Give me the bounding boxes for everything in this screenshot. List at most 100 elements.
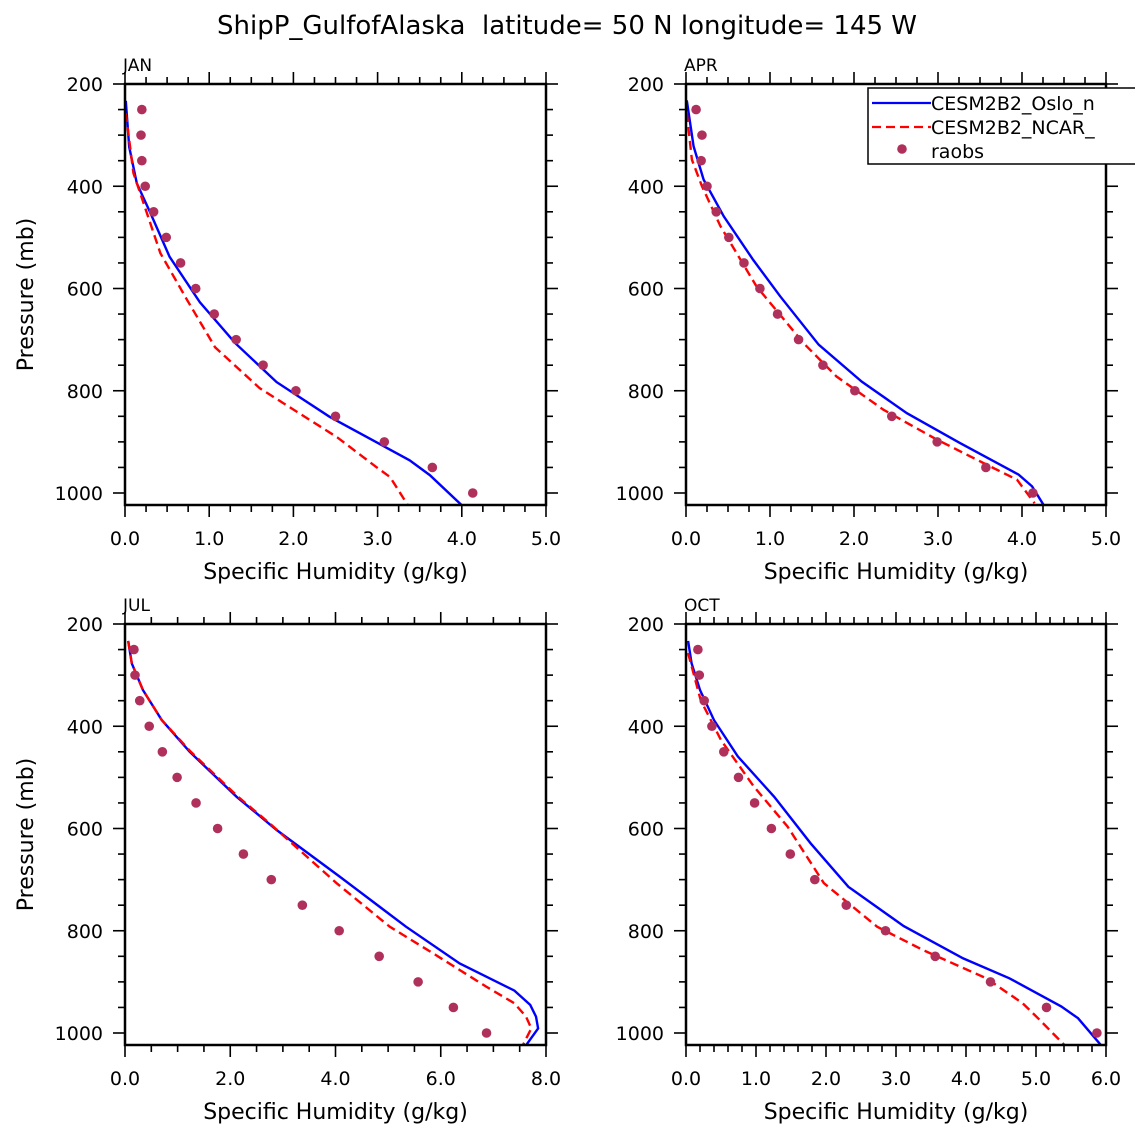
- raobs-point: [379, 437, 390, 447]
- raobs-point: [134, 695, 145, 706]
- raobs-point: [209, 309, 220, 319]
- ncar-series-line: [125, 112, 409, 505]
- raobs-point: [930, 951, 940, 962]
- raobs-point: [749, 798, 760, 808]
- raobs-point: [932, 437, 942, 447]
- raobs-point: [766, 823, 777, 834]
- y-tick-label: 400: [628, 176, 664, 198]
- raobs-point: [130, 670, 140, 680]
- raobs-point: [374, 951, 384, 962]
- raobs-point: [1028, 488, 1038, 498]
- oslo-series-line: [127, 640, 540, 1045]
- oslo-series-line: [686, 640, 1103, 1045]
- raobs-point: [137, 155, 147, 166]
- raobs-point: [793, 334, 804, 345]
- raobs-point: [297, 900, 308, 910]
- x-tick-label: 8.0: [531, 1068, 561, 1090]
- raobs-point: [785, 849, 796, 859]
- y-tick-label: 400: [67, 716, 103, 738]
- raobs-point: [172, 772, 182, 783]
- y-tick-label: 1000: [616, 1023, 664, 1045]
- raobs-point: [175, 258, 186, 268]
- panel-jul: 0.0 2.0 4.0 6.0 8.0 200 400 600 800 1000 JUL Specif…: [14, 596, 561, 1125]
- raobs-point: [238, 849, 249, 859]
- x-tick-label: 4.0: [320, 1068, 350, 1090]
- raobs-point: [157, 747, 168, 757]
- x-tick-label: 0.0: [671, 528, 701, 550]
- raobs-point: [724, 232, 734, 243]
- y-tick-label: 600: [628, 819, 664, 841]
- x-axis-label: Specific Humidity (g/kg): [203, 1100, 468, 1125]
- x-tick-label: 3.0: [362, 528, 392, 550]
- raobs-point: [810, 874, 820, 885]
- x-axis-label: Specific Humidity (g/kg): [203, 560, 468, 585]
- raobs-point: [413, 977, 423, 987]
- raobs-point: [427, 462, 438, 473]
- raobs-point: [212, 823, 223, 834]
- raobs-point: [266, 874, 277, 885]
- y-tick-label: 1000: [616, 483, 664, 505]
- raobs-point: [137, 104, 147, 115]
- x-tick-label: 0.0: [110, 528, 140, 550]
- raobs-point: [850, 385, 860, 396]
- x-tick-label: 4.0: [447, 528, 477, 550]
- raobs-point: [161, 232, 172, 243]
- ncar-series-line: [686, 112, 1036, 504]
- y-tick-label: 600: [67, 279, 103, 301]
- y-tick-label: 200: [67, 614, 103, 636]
- oslo-series-line: [125, 100, 463, 505]
- raobs-point: [334, 925, 344, 936]
- y-tick-label: 200: [628, 614, 664, 636]
- y-tick-label: 600: [628, 279, 664, 301]
- x-tick-label: 2.0: [839, 528, 869, 550]
- y-tick-label: 800: [628, 921, 664, 943]
- raobs-point: [699, 695, 709, 706]
- y-tick-label: 800: [628, 381, 664, 403]
- raobs-point: [693, 644, 703, 655]
- x-tick-label: 0.0: [110, 1068, 140, 1090]
- raobs-point: [1041, 1002, 1052, 1013]
- x-tick-label: 2.0: [215, 1068, 245, 1090]
- legend-label: raobs: [931, 141, 984, 163]
- legend-label: CESM2B2_NCAR_: [931, 117, 1095, 139]
- x-tick-label: 1.0: [741, 1068, 771, 1090]
- panel-jan: 0.0 1.0 2.0 3.0 4.0 5.0 200 400 600 800 1000 JAN Spe…: [14, 56, 561, 585]
- x-tick-label: 2.0: [278, 528, 308, 550]
- raobs-point: [818, 360, 828, 370]
- raobs-point: [481, 1028, 492, 1038]
- panel-label: JUL: [122, 596, 150, 616]
- raobs-point: [129, 644, 139, 655]
- y-tick-label: 1000: [55, 483, 103, 505]
- raobs-point: [467, 488, 478, 498]
- raobs-point: [231, 334, 241, 345]
- x-tick-label: 1.0: [755, 528, 785, 550]
- x-tick-label: 6.0: [426, 1068, 456, 1090]
- raobs-point: [719, 747, 729, 757]
- y-tick-label: 200: [67, 74, 103, 96]
- raobs-point: [697, 130, 707, 140]
- raobs-point: [291, 385, 301, 396]
- y-tick-label: 200: [628, 74, 664, 96]
- x-tick-label: 5.0: [1021, 1068, 1051, 1090]
- raobs-point: [694, 670, 705, 680]
- raobs-point: [711, 207, 722, 217]
- legend-box: [867, 87, 1135, 165]
- plot-frame: [684, 622, 1108, 1047]
- panel-label: JAN: [122, 56, 152, 76]
- raobs-point: [258, 360, 268, 370]
- raobs-point: [702, 181, 712, 192]
- panel-label: OCT: [684, 596, 720, 616]
- x-tick-label: 3.0: [881, 1068, 911, 1090]
- raobs-point: [191, 798, 201, 808]
- raobs-point: [772, 309, 783, 319]
- x-tick-label: 4.0: [951, 1068, 981, 1090]
- raobs-point: [136, 130, 146, 140]
- y-tick-label: 400: [67, 176, 103, 198]
- raobs-point: [691, 104, 701, 115]
- raobs-point: [981, 462, 991, 473]
- raobs-point: [739, 258, 749, 268]
- raobs-point: [733, 772, 744, 783]
- y-tick-label: 1000: [55, 1023, 103, 1045]
- y-axis-label: Pressure (mb): [14, 758, 39, 912]
